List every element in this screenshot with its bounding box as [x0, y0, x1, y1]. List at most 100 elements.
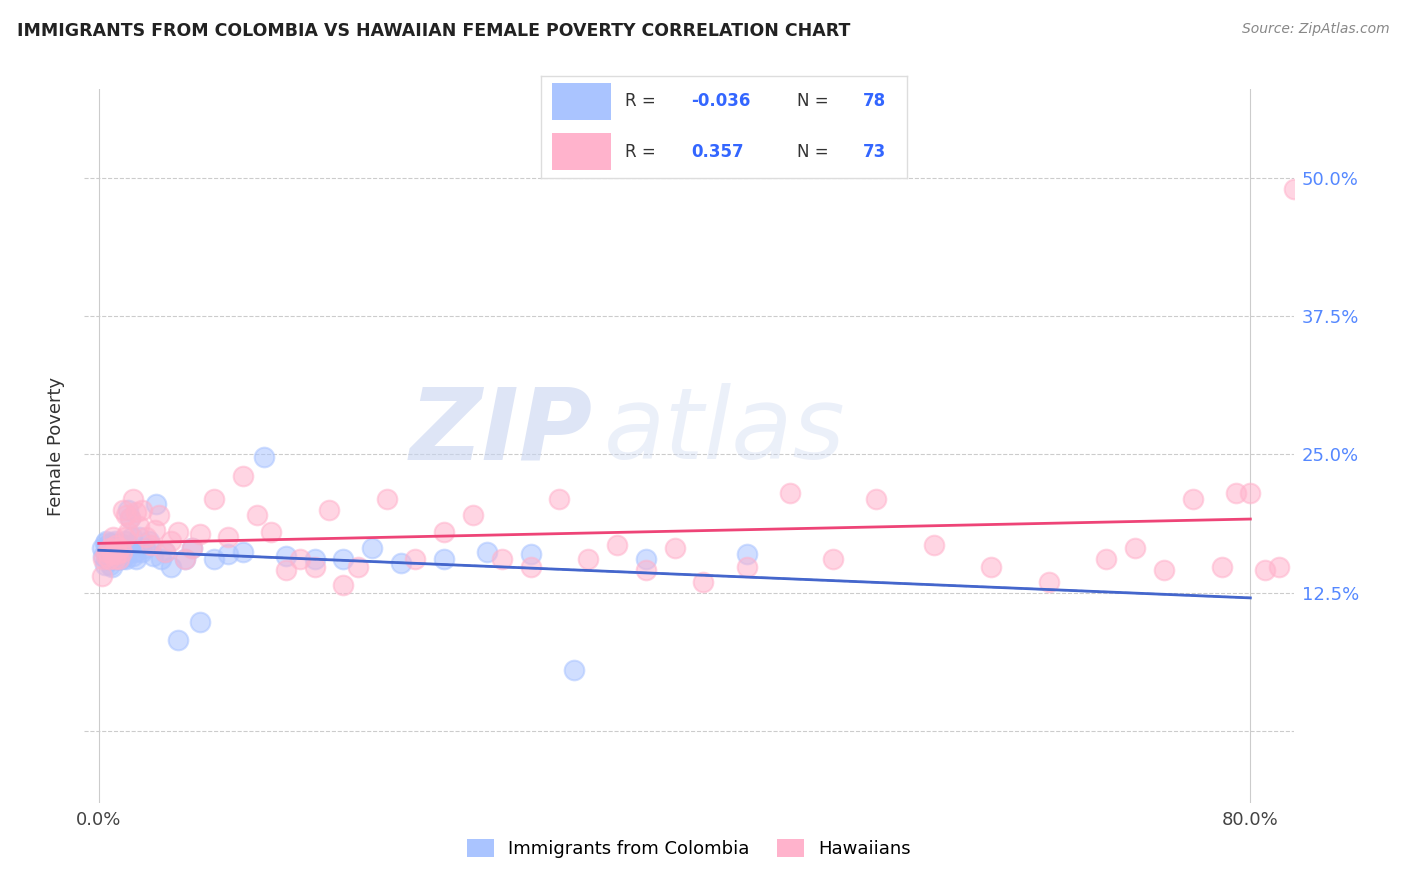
Point — [100, 541, 122, 556]
Point — [167, 524, 190, 539]
Point — [90, 541, 112, 556]
Point — [1095, 552, 1118, 566]
Point — [107, 552, 129, 566]
Point — [202, 552, 225, 566]
Point — [980, 560, 1002, 574]
Text: atlas: atlas — [605, 384, 846, 480]
Point — [97, 544, 120, 558]
Point — [94, 533, 117, 548]
Point — [548, 491, 571, 506]
Text: N =: N = — [797, 143, 834, 161]
Text: IMMIGRANTS FROM COLOMBIA VS HAWAIIAN FEMALE POVERTY CORRELATION CHART: IMMIGRANTS FROM COLOMBIA VS HAWAIIAN FEM… — [17, 22, 851, 40]
Text: 0.357: 0.357 — [692, 143, 744, 161]
Point — [389, 556, 412, 570]
Point — [174, 552, 197, 566]
Point — [100, 552, 122, 566]
Point — [232, 469, 254, 483]
Point — [148, 508, 170, 523]
Point — [332, 578, 354, 592]
Point — [145, 497, 167, 511]
Point — [114, 549, 136, 563]
Point — [101, 544, 124, 558]
Point — [100, 547, 122, 561]
Point — [246, 508, 269, 523]
Point — [104, 552, 127, 566]
Point — [304, 552, 326, 566]
Point — [174, 552, 197, 566]
Point — [1038, 574, 1060, 589]
Point — [91, 552, 114, 566]
Point — [274, 549, 297, 563]
Point — [576, 552, 599, 566]
Point — [1254, 564, 1277, 578]
Point — [260, 524, 283, 539]
Point — [202, 491, 225, 506]
Point — [108, 547, 131, 561]
Point — [96, 544, 118, 558]
Point — [217, 530, 239, 544]
Text: Source: ZipAtlas.com: Source: ZipAtlas.com — [1241, 22, 1389, 37]
Point — [131, 544, 153, 558]
Point — [143, 523, 166, 537]
Point — [779, 486, 801, 500]
Point — [1153, 564, 1175, 578]
Point — [1225, 486, 1247, 500]
Point — [1268, 560, 1291, 574]
Point — [1282, 182, 1305, 196]
Point — [110, 541, 132, 556]
Point — [477, 544, 499, 558]
Point — [111, 544, 134, 558]
Point — [821, 552, 844, 566]
Point — [117, 524, 139, 539]
Point — [491, 552, 513, 566]
Point — [519, 547, 541, 561]
Point — [1239, 486, 1261, 500]
Text: -0.036: -0.036 — [692, 93, 751, 111]
Point — [124, 544, 146, 558]
Point — [93, 558, 115, 572]
Point — [101, 549, 124, 563]
Point — [104, 533, 127, 548]
Point — [404, 552, 426, 566]
Point — [104, 552, 127, 566]
Text: R =: R = — [626, 93, 661, 111]
Text: N =: N = — [797, 93, 834, 111]
Point — [115, 508, 138, 523]
Point — [98, 558, 121, 572]
Point — [167, 633, 190, 648]
Point — [134, 541, 156, 556]
Point — [153, 544, 176, 558]
Point — [128, 530, 150, 544]
Point — [114, 533, 136, 548]
Point — [664, 541, 686, 556]
Point — [153, 544, 176, 558]
Point — [865, 491, 887, 506]
Point — [108, 552, 131, 566]
Point — [98, 536, 121, 550]
Point — [181, 541, 204, 556]
Point — [332, 552, 354, 566]
Point — [562, 663, 585, 677]
Point — [1123, 541, 1146, 556]
Point — [274, 564, 297, 578]
Point — [120, 511, 142, 525]
Point — [114, 530, 136, 544]
Point — [115, 552, 138, 566]
Point — [110, 552, 132, 566]
Point — [97, 552, 120, 566]
Point — [115, 543, 138, 558]
Point — [735, 547, 758, 561]
Point — [105, 538, 128, 552]
Point — [128, 519, 150, 533]
Point — [125, 505, 148, 519]
Point — [232, 544, 254, 558]
Point — [112, 502, 135, 516]
Point — [105, 544, 128, 558]
Point — [188, 615, 211, 630]
Point — [519, 560, 541, 574]
Point — [90, 569, 112, 583]
Point — [121, 530, 143, 544]
Point — [304, 560, 326, 574]
Point — [735, 560, 758, 574]
Point — [122, 549, 145, 563]
